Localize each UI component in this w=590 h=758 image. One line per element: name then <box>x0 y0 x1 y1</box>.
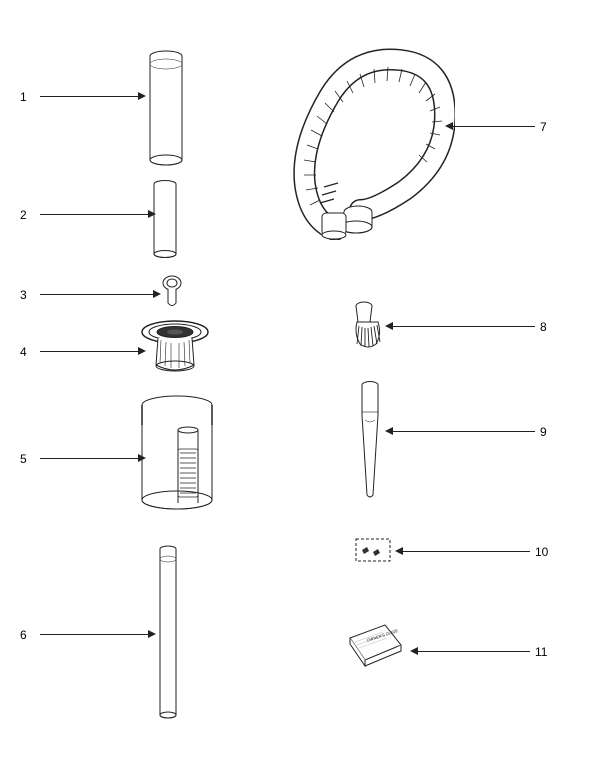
label-11: 11 <box>535 645 547 659</box>
label-5: 5 <box>20 452 27 466</box>
label-9: 9 <box>540 425 547 439</box>
arrow-head-6 <box>148 630 156 638</box>
arrow-head-5 <box>138 454 146 462</box>
arrow-head-3 <box>153 290 161 298</box>
arrow-10 <box>403 551 530 552</box>
arrow-7 <box>453 126 535 127</box>
label-8: 8 <box>540 320 547 334</box>
part-hardware-pack <box>355 538 391 562</box>
part-lower-wand <box>158 545 178 720</box>
arrow-head-8 <box>385 322 393 330</box>
parts-diagram: OWNER'S GUIDE 1 2 3 4 5 6 7 8 9 10 11 <box>0 0 590 758</box>
arrow-1 <box>40 96 140 97</box>
arrow-head-4 <box>138 347 146 355</box>
part-dust-cup <box>140 395 215 515</box>
arrow-11 <box>418 651 530 652</box>
part-clip <box>158 275 186 310</box>
label-3: 3 <box>20 288 27 302</box>
arrow-9 <box>393 431 535 432</box>
arrow-head-1 <box>138 92 146 100</box>
arrow-2 <box>40 214 150 215</box>
arrow-8 <box>393 326 535 327</box>
part-owners-guide: OWNER'S GUIDE <box>345 620 405 670</box>
arrow-6 <box>40 634 150 635</box>
part-filter-assembly <box>140 320 210 375</box>
label-6: 6 <box>20 628 27 642</box>
label-2: 2 <box>20 208 27 222</box>
arrow-head-2 <box>148 210 156 218</box>
part-dusting-brush <box>352 300 384 350</box>
arrow-3 <box>40 294 155 295</box>
label-1: 1 <box>20 90 27 104</box>
arrow-4 <box>40 351 140 352</box>
arrow-head-9 <box>385 427 393 435</box>
part-lower-extension-wand <box>152 180 178 260</box>
part-crevice-tool <box>358 380 382 500</box>
arrow-head-11 <box>410 647 418 655</box>
part-hose-assembly <box>280 45 455 240</box>
label-10: 10 <box>535 545 548 559</box>
label-7: 7 <box>540 120 547 134</box>
part-upper-extension-wand <box>148 50 184 168</box>
arrow-head-10 <box>395 547 403 555</box>
arrow-head-7 <box>445 122 453 130</box>
arrow-5 <box>40 458 140 459</box>
label-4: 4 <box>20 345 27 359</box>
